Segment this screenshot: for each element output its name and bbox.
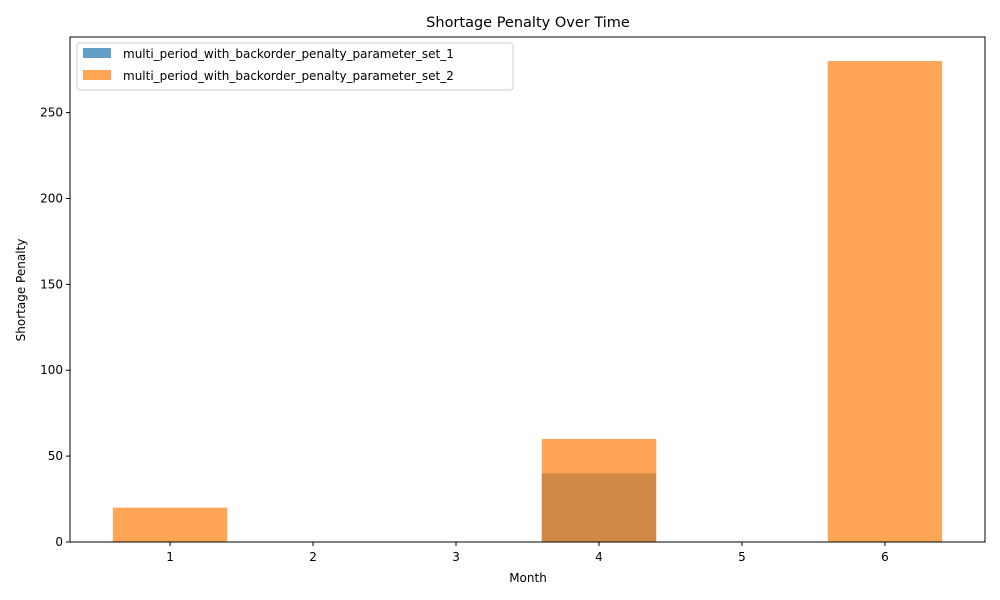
x-tick-label: 6: [881, 550, 889, 564]
x-tick-label: 4: [595, 550, 603, 564]
y-tick-label: 0: [55, 535, 63, 549]
legend-label-2: multi_period_with_backorder_penalty_para…: [123, 69, 454, 83]
y-tick-label: 250: [40, 106, 63, 120]
x-tick-label: 1: [166, 550, 174, 564]
legend: multi_period_with_backorder_penalty_para…: [76, 42, 514, 91]
x-axis-label: Month: [509, 571, 547, 585]
chart-title: Shortage Penalty Over Time: [426, 15, 630, 31]
y-tick-label: 200: [40, 191, 63, 205]
x-tick-label: 3: [452, 550, 460, 564]
x-tick-label: 2: [309, 550, 317, 564]
plot-frame: [69, 36, 986, 543]
legend-label-1: multi_period_with_backorder_penalty_para…: [123, 47, 454, 61]
x-axis-ticks: 1 2 3 4 5 6: [166, 542, 889, 564]
legend-swatch-2: [83, 70, 111, 80]
bars-group: [112, 61, 943, 543]
bar-series-2-month-1: [112, 507, 228, 542]
bar-series-2-month-4: [541, 438, 657, 542]
y-tick-label: 100: [40, 363, 63, 377]
legend-swatch-1: [83, 48, 111, 58]
y-axis-label: Shortage Penalty: [14, 239, 28, 342]
y-tick-label: 50: [48, 449, 63, 463]
legend-frame: [76, 42, 514, 91]
y-axis-ticks: 0 50 100 150 200 250: [40, 106, 70, 549]
x-tick-label: 5: [738, 550, 746, 564]
bar-series-2-month-6: [827, 61, 943, 543]
y-tick-label: 150: [40, 277, 63, 291]
